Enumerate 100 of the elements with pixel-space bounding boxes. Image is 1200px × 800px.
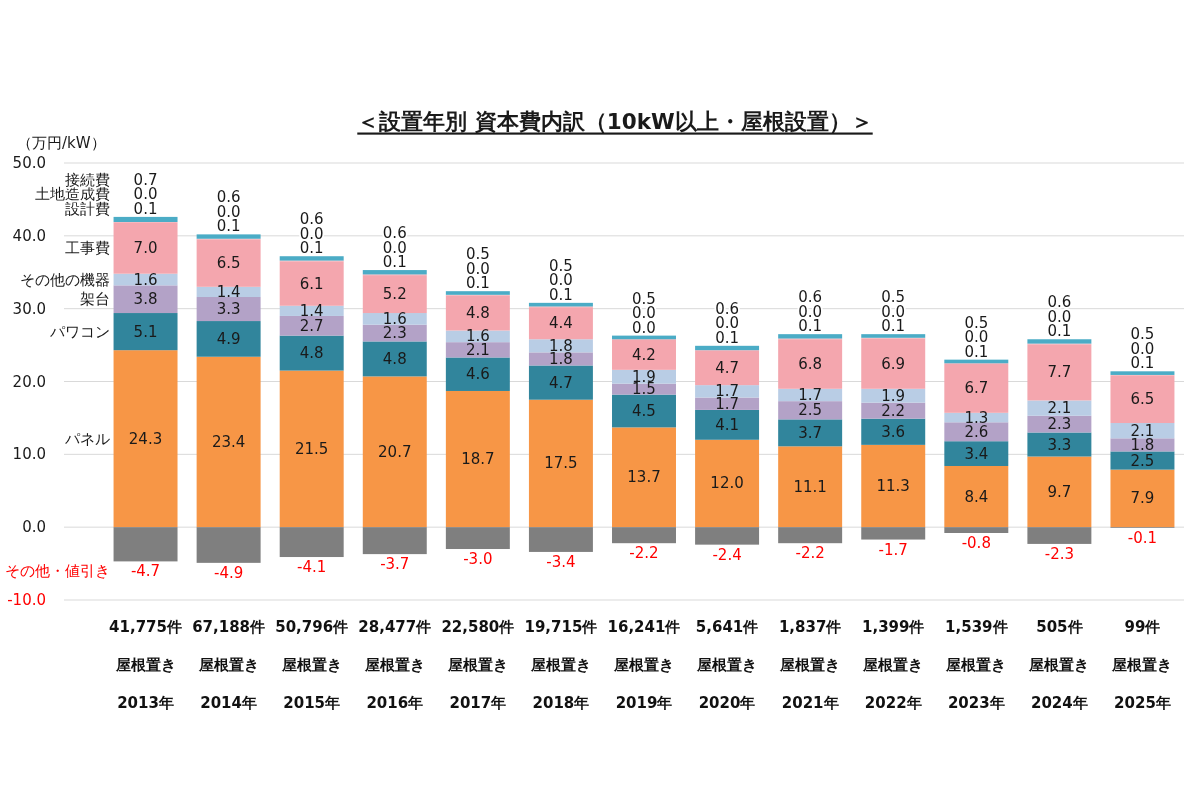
x-tick-label: 2025年 — [1114, 694, 1171, 712]
series-name: パワコン — [49, 322, 110, 341]
data-label: 2.3 — [1047, 415, 1072, 434]
data-label: 0.1 — [382, 253, 407, 272]
annotation: 22,580件 — [441, 618, 515, 636]
series-name: 工事費 — [64, 239, 110, 258]
data-label: 12.0 — [710, 474, 744, 493]
data-label: 2.5 — [798, 401, 823, 420]
data-label: 6.5 — [1130, 390, 1155, 409]
annotation: 屋根置き — [614, 656, 674, 674]
data-label: 4.8 — [382, 349, 407, 368]
data-label: -2.2 — [795, 544, 825, 563]
data-label: 6.1 — [299, 274, 324, 293]
data-label: 3.6 — [881, 422, 906, 441]
data-label: 1.7 — [798, 385, 823, 404]
data-label: 0.1 — [216, 217, 241, 236]
data-label: 4.5 — [632, 402, 656, 420]
annotation: 16,241件 — [607, 618, 681, 636]
data-label: -2.3 — [1044, 544, 1075, 563]
annotation: 屋根置き — [530, 656, 591, 674]
data-label: 4.7 — [715, 359, 739, 378]
data-label: 5.1 — [133, 322, 158, 341]
annotation: 屋根置き — [447, 656, 508, 674]
x-tick-label: 2023年 — [947, 694, 1005, 712]
data-label: 5.2 — [382, 285, 407, 304]
x-tick-label: 2013年 — [117, 694, 174, 712]
data-label: 0.1 — [1130, 354, 1155, 373]
data-label: 4.1 — [715, 415, 739, 434]
annotation: 28,477件 — [358, 618, 432, 636]
data-label: 0.1 — [133, 199, 158, 218]
annotation: 5,641件 — [695, 618, 759, 636]
annotation: 屋根置き — [1029, 656, 1090, 674]
y-tick-label: 40.0 — [12, 226, 46, 245]
data-label: 18.7 — [461, 450, 495, 469]
data-label: 0.1 — [798, 317, 823, 336]
data-label: 9.7 — [1047, 482, 1072, 501]
data-label: 2.6 — [964, 422, 989, 441]
title: ＜設置年別 資本費内訳（10kW以上・屋根設置）＞ — [357, 108, 873, 134]
annotation: 屋根置き — [780, 656, 841, 674]
x-tick-label: 2022年 — [864, 694, 922, 712]
series-name: その他・値引き — [4, 562, 110, 581]
x-tick-label: 2014年 — [200, 694, 257, 712]
data-label: 3.3 — [1047, 435, 1072, 454]
annotation: 19,715件 — [524, 618, 598, 636]
data-label: 7.9 — [1130, 489, 1155, 508]
data-label: 7.7 — [1047, 363, 1072, 382]
data-label: 3.8 — [133, 290, 158, 309]
data-label: 0.1 — [465, 274, 490, 293]
data-label: -3.4 — [546, 552, 576, 571]
data-label: 4.8 — [465, 304, 490, 323]
data-label: 11.1 — [793, 477, 827, 496]
data-label: -1.7 — [878, 540, 908, 559]
data-label: 4.7 — [549, 373, 573, 392]
x-tick-label: 2021年 — [781, 694, 839, 712]
annotation: 50,796件 — [275, 618, 349, 636]
data-label: 0.0 — [632, 318, 656, 337]
annotation: 屋根置き — [364, 656, 425, 674]
annotation: 屋根置き — [697, 656, 758, 674]
y-tick-label: -10.0 — [7, 591, 46, 609]
data-label: 20.7 — [378, 442, 412, 461]
x-tick-label: 2015年 — [283, 694, 341, 712]
data-label: 24.3 — [128, 429, 163, 448]
data-label: -2.2 — [629, 544, 659, 563]
data-label: -4.7 — [130, 562, 161, 581]
data-label: 3.4 — [964, 444, 989, 463]
data-label: 4.8 — [299, 344, 324, 363]
y-tick-label: 10.0 — [12, 445, 46, 464]
data-label: -0.1 — [1127, 528, 1158, 547]
data-label: 0.1 — [715, 328, 739, 347]
data-label: 4.6 — [465, 365, 490, 384]
y-tick-label: 0.0 — [22, 518, 46, 537]
series-name: パネル — [64, 429, 110, 448]
data-label: 11.3 — [876, 477, 910, 495]
x-tick-label: 2016年 — [366, 694, 424, 712]
y-tick-label: 30.0 — [12, 299, 46, 318]
data-label: 2.1 — [1047, 399, 1072, 418]
y-tick-label: 20.0 — [12, 372, 46, 391]
data-label: -2.4 — [712, 545, 742, 564]
data-label: 7.0 — [133, 239, 158, 258]
data-label: -4.1 — [297, 558, 327, 577]
y-tick-label: 50.0 — [12, 154, 46, 172]
data-label: 13.7 — [627, 468, 661, 487]
annotation: 41,775件 — [109, 618, 182, 636]
data-label: -3.7 — [380, 555, 410, 574]
data-label: 1.8 — [1130, 435, 1155, 454]
x-tick-label: 2020年 — [698, 694, 756, 712]
annotation: 屋根置き — [946, 656, 1007, 674]
data-label: 4.4 — [549, 314, 573, 333]
annotation: 67,188件 — [192, 618, 266, 636]
data-label: 0.1 — [881, 317, 906, 336]
data-label: 21.5 — [295, 439, 329, 458]
annotation: 屋根置き — [198, 656, 259, 674]
annotation: 屋根置き — [863, 656, 924, 674]
data-label: -3.0 — [463, 550, 493, 568]
data-label: 0.1 — [299, 239, 324, 258]
data-label: 1.6 — [133, 270, 158, 289]
data-label: -4.9 — [213, 563, 244, 582]
data-label: 6.8 — [798, 355, 823, 373]
data-label: 17.5 — [544, 454, 578, 473]
data-label: 6.7 — [964, 379, 989, 398]
